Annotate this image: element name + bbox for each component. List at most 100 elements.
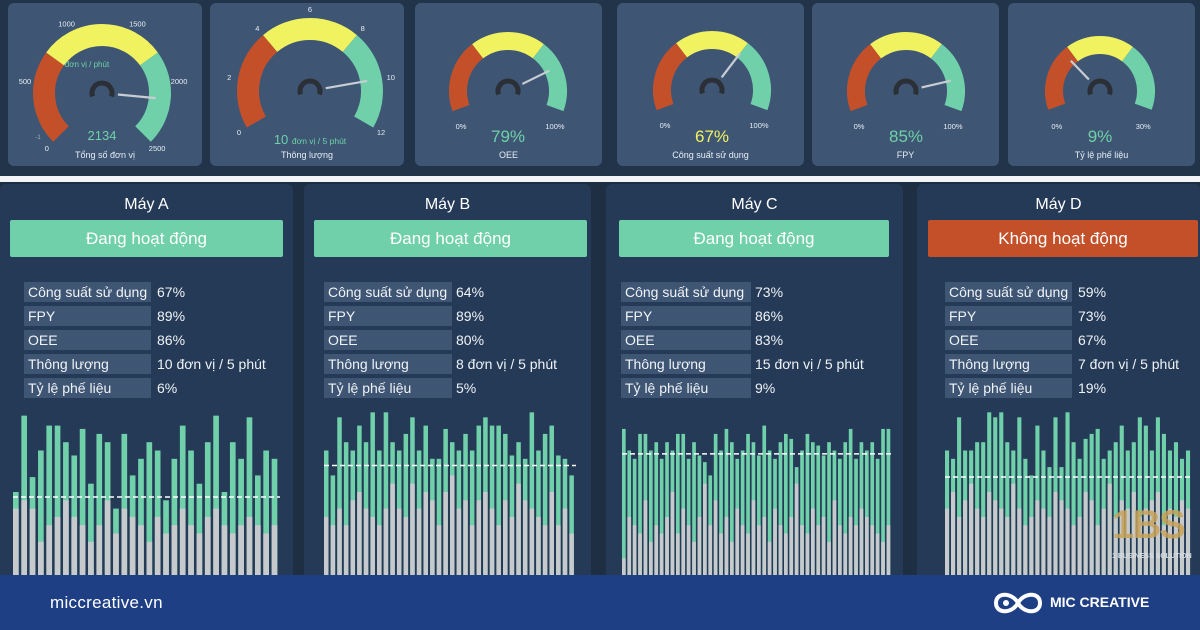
bar-good [536,516,541,575]
stat-label: OEE [324,330,452,350]
bar-good [469,525,475,575]
bar-total [865,450,869,575]
stat-label: OEE [945,330,1072,350]
bar-good [238,525,244,575]
bar-total [542,433,548,575]
bar-total [196,483,203,575]
bar-good [746,533,750,575]
gauge-tick-label: 0% [854,122,865,131]
bar-total [719,450,723,575]
bar-good [377,525,382,575]
stat-label: Công suất sử dụng [621,282,751,302]
gauge-title: Tỷ lệ phế liệu [1074,150,1129,160]
gauge-title: FPY [896,150,915,160]
bar-good [1149,500,1154,575]
bar-good [569,533,574,575]
bar-total [638,433,642,575]
stat-value: 9% [755,380,776,396]
gauge-tick-label: 12 [377,128,385,137]
bar-total [324,450,329,575]
bar-good [104,500,111,575]
bar-good [1155,492,1160,575]
machine-name: Máy C [731,196,778,213]
footer-bar: miccreative.vn MIC CREATIVE [0,575,1200,630]
gauge-card: 0 500 1000 1500 2000 2500 2134 đơn vị / phút -1 T… [8,3,202,166]
bar-good [784,533,788,575]
bar-good [138,525,144,575]
watermark-mark: 1BS [1112,503,1186,547]
bar-good [146,541,153,575]
bar-total [875,458,880,575]
bar-total [146,442,153,575]
bar-total [1161,433,1166,575]
bar-good [463,500,468,575]
bar-good [665,516,669,575]
bar-good [337,508,342,575]
bar-good [1005,516,1010,575]
stat-value: 73% [755,284,784,300]
bar-good [963,500,968,575]
bar-good [1143,508,1148,575]
bar-total [800,450,804,575]
gauge-tick-label: 1500 [129,20,146,29]
stat-label: Thông lượng [621,354,751,374]
bar-total [88,483,94,575]
bar-total [121,433,128,575]
bar-good [1119,500,1124,575]
bar-good [975,508,980,575]
gauge-value: 2134 [88,128,117,143]
bar-good [423,492,428,575]
gauge-yellow-zone [1067,36,1133,62]
stat-value: 64% [456,284,485,300]
bar-good [330,525,336,575]
bar-total [821,455,826,575]
bar-total [79,428,86,575]
1bs-watermark-logo: 1BS 1 BUSINESS SOLUTION [1112,505,1192,560]
gauge-hub [1087,78,1113,96]
bar-total [1005,442,1010,575]
throughput-bar-chart [324,412,576,575]
bar-good [38,541,44,575]
gauge-hub [699,77,725,95]
bar-good [676,533,680,575]
bar-total [957,417,962,575]
machine-name: Máy D [1035,196,1082,213]
bar-total [96,433,103,575]
bar-good [951,492,956,575]
gauge-needle [720,52,741,78]
bar-good [622,558,626,575]
bar-total [337,417,342,575]
footer-website-link[interactable]: miccreative.vn [50,593,163,612]
bar-total [569,475,574,575]
bar-good [46,525,53,575]
gauge-dial: 0 2 4 6 8 10 12 10 đơn vị / 5 phút [227,5,395,147]
bar-good [1101,508,1106,575]
bar-good [430,500,435,575]
bar-good [1167,508,1172,575]
bar-good [649,541,653,575]
bar-good [767,541,772,575]
gauge-card: 0% 100% 67% Công suất sử dụng [617,3,804,166]
bar-good [96,525,103,575]
stat-value: 86% [157,332,186,348]
gauge-yellow-zone [472,32,544,59]
bar-good [1065,508,1070,575]
stat-value: 80% [456,332,485,348]
gauge-tick-label: 100% [545,122,565,131]
gauge-yellow-zone [676,31,748,58]
stat-value: 7 đơn vị / 5 phút [1078,356,1180,372]
bar-good [263,533,269,575]
bar-total [632,458,637,575]
bar-good [129,516,136,575]
bar-total [681,433,686,575]
bar-good [13,508,19,575]
gauge-value: 10 đơn vị / 5 phút [274,132,347,147]
bar-good [556,525,561,575]
bar-good [1113,516,1118,575]
bar-total [886,428,891,575]
machine-panel: Máy B Đang hoạt động Công suất sử dụng 64% F… [304,184,591,584]
bar-good [390,483,395,575]
bar-total [238,458,244,575]
bar-good [708,525,713,575]
bar-good [443,492,448,575]
